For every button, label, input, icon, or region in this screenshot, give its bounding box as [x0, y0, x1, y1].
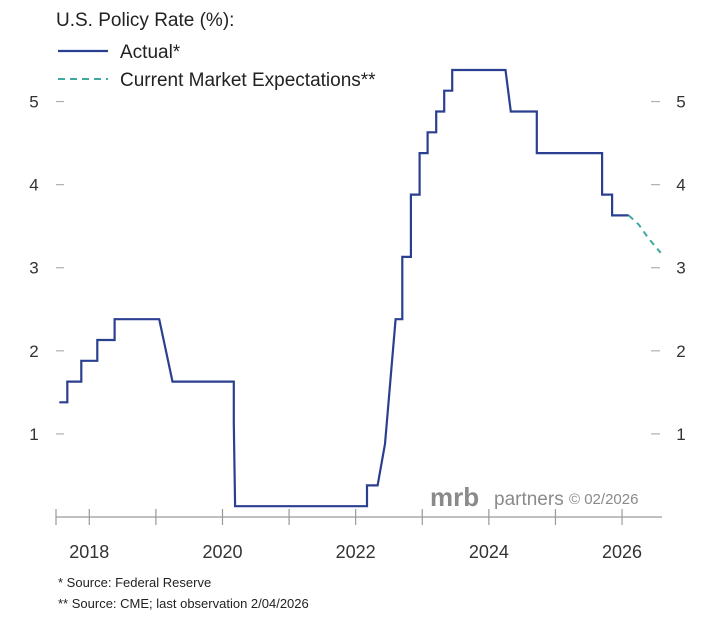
y-axis-right: 1 2 3 4 5: [651, 93, 686, 444]
y-tick-label-right: 1: [676, 425, 685, 444]
y-tick-label-right: 4: [676, 176, 685, 195]
x-tick-label: 2022: [336, 542, 376, 562]
y-tick-label-left: 4: [29, 176, 38, 195]
legend-actual-label: Actual*: [120, 42, 181, 63]
x-tick-label: 2024: [469, 542, 509, 562]
x-axis: 2018 2020 2022 2024 2026: [55, 509, 662, 562]
y-axis-left: 1 2 3 4 5: [29, 93, 64, 444]
y-tick-label-left: 2: [29, 342, 38, 361]
watermark-word: partners: [494, 489, 564, 510]
chart-title: U.S. Policy Rate (%):: [56, 10, 234, 31]
y-tick-label-left: 3: [29, 259, 38, 278]
legend: Actual* Current Market Expectations**: [58, 42, 376, 91]
watermark: mrb partners © 02/2026: [430, 482, 638, 512]
footnote-fed: * Source: Federal Reserve: [58, 575, 211, 590]
footnote-cme: ** Source: CME; last observation 2/04/20…: [58, 596, 309, 611]
x-tick-label: 2018: [69, 542, 109, 562]
y-tick-label-left: 1: [29, 425, 38, 444]
x-tick-label: 2026: [602, 542, 642, 562]
watermark-copyright: © 02/2026: [569, 491, 638, 508]
y-tick-label-right: 2: [676, 342, 685, 361]
series-line-actual: [59, 68, 629, 508]
watermark-brand: mrb: [430, 482, 479, 512]
y-tick-label-right: 5: [676, 93, 685, 112]
legend-expectations-label: Current Market Expectations**: [120, 70, 376, 91]
y-tick-label-left: 5: [29, 93, 38, 112]
y-tick-label-right: 3: [676, 259, 685, 278]
x-tick-label: 2020: [202, 542, 242, 562]
series-line-expectations: [628, 214, 662, 254]
